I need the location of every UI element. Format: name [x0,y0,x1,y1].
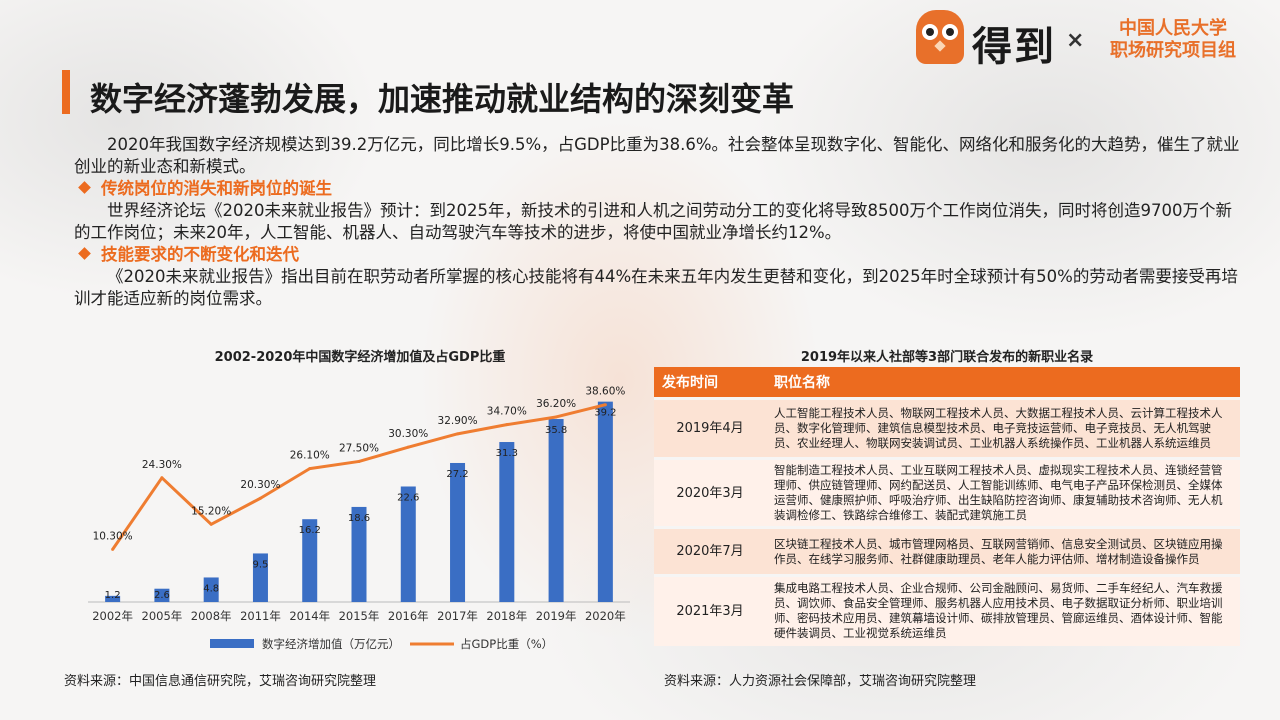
bar [499,442,515,602]
line-value-label: 10.30% [93,530,133,542]
bar-value-label: 9.5 [253,559,269,570]
bar [597,401,613,602]
x-tick-label: 2014年 [289,609,330,623]
line-point [603,403,607,407]
x-tick-label: 2015年 [339,609,380,623]
line-point [456,432,460,436]
x-tick-label: 2019年 [536,609,577,623]
line-value-label: 38.60% [585,386,625,398]
row-jobs: 人工智能工程技术人员、物联网工程技术人员、大数据工程技术人员、云计算工程技术人员… [766,397,1240,459]
x-tick-label: 2017年 [437,609,478,623]
times-symbol: × [1066,28,1085,53]
line-point [554,415,558,419]
bar-value-label: 27.2 [446,469,468,480]
line-point [357,459,361,463]
table-title: 2019年以来人社部等3部门联合发布的新职业名录 [800,350,1094,365]
line-value-label: 24.30% [142,459,182,471]
bar-value-label: 35.8 [545,425,567,436]
x-tick-label: 2008年 [191,609,232,623]
line-point [505,423,509,427]
line-point [111,547,115,551]
diamond-bullet-icon [78,247,91,260]
x-tick-label: 2020年 [585,609,626,623]
bar-value-label: 16.2 [299,525,321,536]
bar-value-label: 4.8 [203,583,219,594]
page-title: 数字经济蓬勃发展，加速推动就业结构的深刻变革 [90,80,795,118]
line-value-label: 15.20% [191,505,231,517]
title-accent-bar [62,70,70,114]
bullet-heading-2: 技能要求的不断变化和迭代 [74,244,1244,266]
table-row: 2021年3月 集成电路工程技术人员、企业合规师、公司金融顾问、易货师、二手车经… [654,574,1240,646]
bar [154,588,170,602]
source-right: 资料来源：人力资源社会保障部，艾瑞咨询研究院整理 [664,674,977,689]
diamond-bullet-icon [78,181,91,194]
header-date: 发布时间 [654,367,766,399]
bar-value-label: 31.3 [496,448,518,459]
x-tick-label: 2011年 [240,609,281,623]
row-date: 2020年7月 [654,526,766,576]
digital-economy-chart: 1.2 2002年 2.6 2005年 4.8 2008年 9.5 2011年 16.2 2014… [88,386,630,651]
bar [400,486,416,602]
table-row: 2020年3月 智能制造工程技术人员、工业互联网工程技术人员、虚拟现实工程技术人… [654,457,1240,528]
line-point [308,467,312,471]
brand-name: 得到 [972,24,1056,70]
paragraph-1: 2020年我国数字经济规模达到39.2万亿元，同比增长9.5%，占GDP比重为3… [74,135,1240,176]
paragraph-3: 《2020未来就业报告》指出目前在职劳动者所掌握的核心技能将有44%在未来五年内… [74,267,1238,308]
header-jobs: 职位名称 [766,367,1240,399]
row-jobs: 集成电路工程技术人员、企业合规师、公司金融顾问、易货师、二手车经纪人、汽车救援员… [766,574,1240,646]
table-row: 2020年7月 区块链工程技术人员、城市管理网格员、互联网营销师、信息安全测试员… [654,526,1240,576]
bar-value-label: 22.6 [397,492,419,503]
bar [450,462,466,602]
line-point [160,476,164,480]
bar-value-label: 18.6 [348,513,370,524]
line-value-label: 30.30% [388,428,428,440]
line-value-label: 26.10% [290,450,330,462]
partner-name: 中国人民大学 职场研究项目组 [1110,18,1236,61]
bar [203,577,219,602]
line-value-label: 32.90% [438,415,478,427]
bar-value-label: 39.2 [594,408,616,419]
paragraph-2: 世界经济论坛《2020未来就业报告》预计：到2025年，新技术的引进和人机之间劳… [74,201,1232,242]
bar [252,553,268,602]
body-text: 2020年我国数字经济规模达到39.2万亿元，同比增长9.5%，占GDP比重为3… [74,134,1244,310]
row-jobs: 区块链工程技术人员、城市管理网格员、互联网营销师、信息安全测试员、区块链应用操作… [766,526,1240,576]
bullet-heading-1: 传统岗位的消失和新岗位的诞生 [74,178,1244,200]
chart-title: 2002-2020年中国数字经济增加值及占GDP比重 [214,350,506,365]
owl-logo-icon [916,10,964,64]
row-date: 2020年3月 [654,457,766,528]
x-tick-label: 2016年 [388,609,429,623]
bar [548,419,564,602]
line-point [209,522,213,526]
bar-value-label: 2.6 [154,590,170,601]
line-value-label: 34.70% [487,406,527,418]
source-left: 资料来源：中国信息通信研究院，艾瑞咨询研究院整理 [64,674,377,689]
line-value-label: 20.30% [240,479,280,491]
row-jobs: 智能制造工程技术人员、工业互联网工程技术人员、虚拟现实工程技术人员、连锁经营管理… [766,457,1240,528]
bar [105,595,121,602]
legend-bar-label: 数字经济增加值（万亿元） [262,637,400,651]
row-date: 2019年4月 [654,397,766,459]
line-point [258,496,262,500]
x-tick-label: 2005年 [142,609,183,623]
line-point [406,445,410,449]
legend-line-label: 占GDP比重（%） [460,637,553,651]
line-value-label: 27.50% [339,442,379,454]
bar [302,519,318,602]
table-row: 2019年4月 人工智能工程技术人员、物联网工程技术人员、大数据工程技术人员、云… [654,397,1240,459]
x-tick-label: 2018年 [486,609,527,623]
x-tick-label: 2002年 [92,609,133,623]
bar-value-label: 1.2 [105,590,121,601]
legend-bar-swatch [210,639,254,648]
row-date: 2021年3月 [654,574,766,646]
new-jobs-table: 发布时间 职位名称 2019年4月 人工智能工程技术人员、物联网工程技术人员、大… [654,367,1240,646]
bar [351,506,367,602]
logo-area: 得到 × 中国人民大学 职场研究项目组 [916,10,1246,70]
line-value-label: 36.20% [536,398,576,410]
